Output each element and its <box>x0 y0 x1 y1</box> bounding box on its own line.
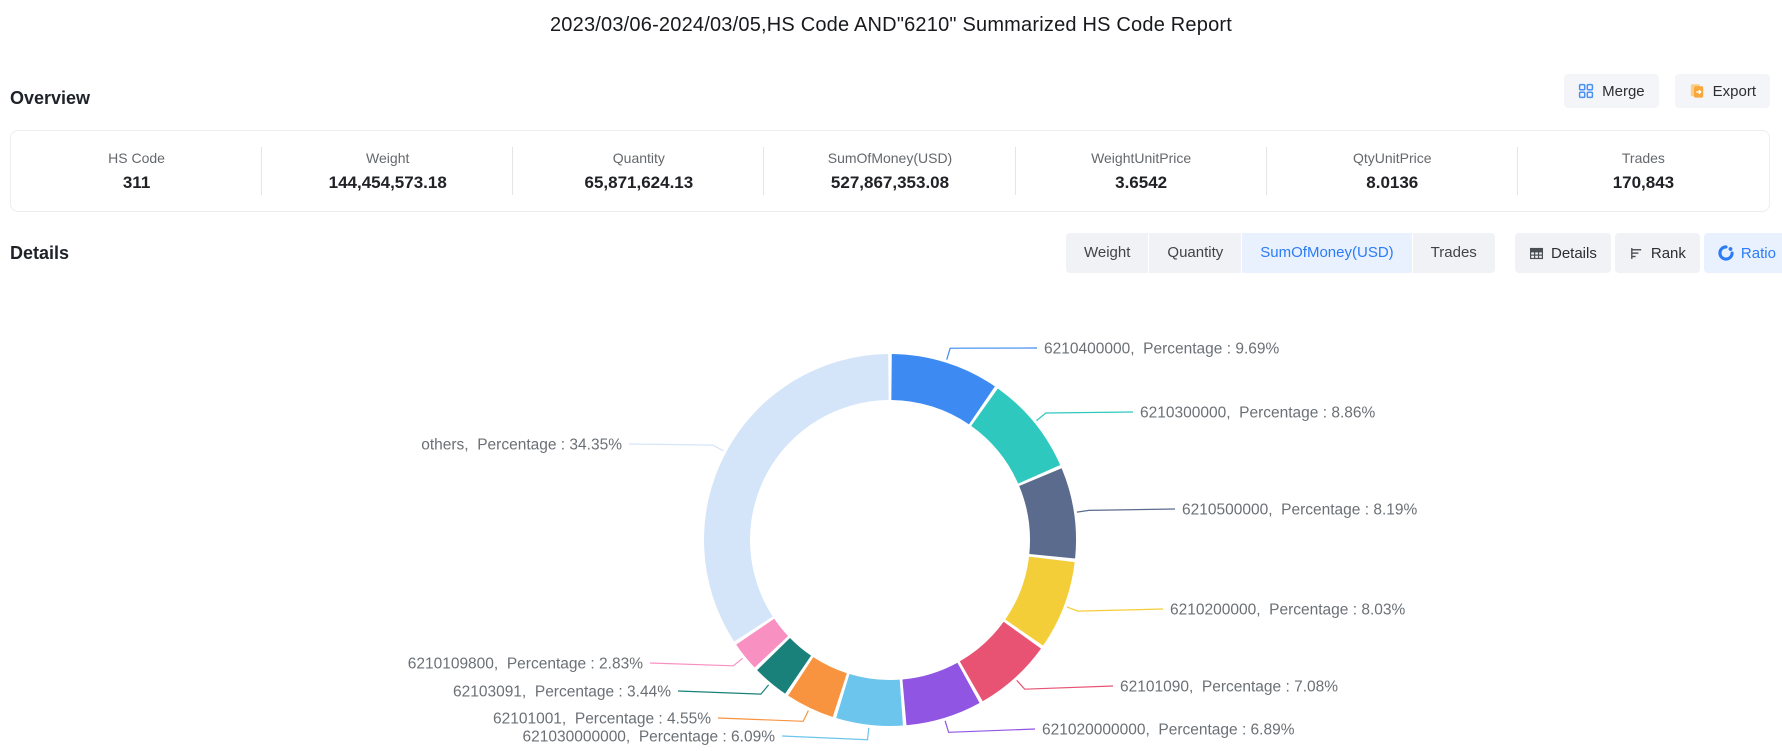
tab-quantity[interactable]: Quantity <box>1149 233 1242 273</box>
overview-heading: Overview <box>10 88 91 108</box>
pie-slice-6210109800[interactable] <box>736 618 789 668</box>
stat-label: Weight <box>366 149 410 166</box>
stat-qtyunitprice: QtyUnitPrice 8.0136 <box>1267 131 1518 211</box>
stat-label: SumOfMoney(USD) <box>827 149 953 166</box>
label-leader-line <box>944 720 1036 733</box>
pie-slice-62103091[interactable] <box>757 637 812 694</box>
tab-rank[interactable]: Rank <box>1614 233 1700 273</box>
view-tab-group: Details Rank Ratio <box>1515 233 1782 273</box>
merge-button-label: Merge <box>1602 82 1645 100</box>
slice-label-6210200000: 6210200000, Percentage : 8.03% <box>1170 602 1405 619</box>
label-leader-line <box>946 347 1038 360</box>
tab-label: Rank <box>1650 244 1686 262</box>
merge-icon <box>1578 83 1594 99</box>
pie-slice-621020000000[interactable] <box>902 662 980 726</box>
pie-slice-62101001[interactable] <box>788 657 847 717</box>
pie-slice-others[interactable] <box>704 354 889 642</box>
stat-weight: Weight 144,454,573.18 <box>262 131 514 211</box>
export-button[interactable]: Export <box>1674 74 1770 108</box>
tab-label: Details <box>1551 244 1597 262</box>
stat-value: 144,454,573.18 <box>328 172 447 192</box>
slice-label-6210300000: 6210300000, Percentage : 8.86% <box>1140 405 1375 422</box>
slice-label-62101001: 62101001, Percentage : 4.55% <box>493 711 711 728</box>
ratio-icon <box>1718 245 1734 261</box>
stat-divider <box>763 147 765 195</box>
overview-stats-card: HS Code 311 Weight 144,454,573.18 Quantity 65… <box>10 130 1770 212</box>
details-heading: Details <box>10 243 70 263</box>
slice-label-621020000000: 621020000000, Percentage : 6.89% <box>1042 722 1295 739</box>
stat-weightunitprice: WeightUnitPrice 3.6542 <box>1016 131 1267 211</box>
tab-label: Ratio <box>1740 244 1776 262</box>
tab-ratio[interactable]: Ratio <box>1703 233 1782 273</box>
rank-icon <box>1629 246 1644 261</box>
label-leader-line <box>649 657 743 667</box>
stat-value: 311 <box>122 172 151 192</box>
stat-trades: Trades 170,843 <box>1518 131 1769 211</box>
slice-label-others: others, Percentage : 34.35% <box>421 437 622 454</box>
tab-weight[interactable]: Weight <box>1066 233 1149 273</box>
donut-chart-svg: 6210400000, Percentage : 9.69% 6210300000… <box>408 341 1418 746</box>
label-leader-line <box>1066 606 1164 612</box>
label-leader-line <box>717 710 809 722</box>
tab-details[interactable]: Details <box>1515 233 1611 273</box>
stat-quantity: Quantity 65,871,624.13 <box>513 131 765 211</box>
hs-code-ratio-donut-chart: 6210400000, Percentage : 9.69% 6210300000… <box>0 280 1782 751</box>
header-actions: Merge Export <box>1564 74 1770 108</box>
stat-divider <box>1265 147 1267 195</box>
tab-sumofmoney-usd[interactable]: SumOfMoney(USD) <box>1242 233 1412 273</box>
slice-label-621030000000: 621030000000, Percentage : 6.09% <box>522 729 775 746</box>
stat-hs-code: HS Code 311 <box>11 131 263 211</box>
label-leader-line <box>677 684 770 695</box>
stat-divider <box>1014 147 1016 195</box>
export-icon <box>1689 83 1705 99</box>
stat-value: 65,871,624.13 <box>584 172 694 192</box>
stat-label: Trades <box>1621 149 1665 166</box>
slice-label-6210109800: 6210109800, Percentage : 2.83% <box>408 656 643 673</box>
stat-label: QtyUnitPrice <box>1352 149 1432 166</box>
label-leader-line <box>1016 679 1114 690</box>
slice-label-62101090: 62101090, Percentage : 7.08% <box>1120 679 1338 696</box>
merge-button[interactable]: Merge <box>1564 74 1659 108</box>
stat-value: 170,843 <box>1612 172 1675 192</box>
label-leader-line <box>628 443 724 452</box>
table-icon <box>1529 246 1544 261</box>
slice-label-6210500000: 6210500000, Percentage : 8.19% <box>1182 502 1417 519</box>
pie-slice-6210200000[interactable] <box>1005 556 1075 646</box>
stat-sumofmoney-usd: SumOfMoney(USD) 527,867,353.08 <box>764 131 1016 211</box>
pie-slice-6210500000[interactable] <box>1019 468 1077 559</box>
pie-slice-62101090[interactable] <box>959 621 1042 702</box>
stat-divider <box>1516 147 1518 195</box>
tab-trades[interactable]: Trades <box>1412 233 1495 273</box>
label-leader-line <box>1036 411 1134 422</box>
label-leader-line <box>781 727 870 741</box>
export-button-label: Export <box>1712 82 1756 100</box>
stat-value: 8.0136 <box>1366 172 1419 192</box>
page-title: 2023/03/06-2024/03/05,HS Code AND"6210" … <box>549 14 1233 36</box>
pie-slice-6210400000[interactable] <box>891 354 995 425</box>
slice-label-6210400000: 6210400000, Percentage : 9.69% <box>1044 341 1279 358</box>
stat-divider <box>261 147 263 195</box>
stat-label: HS Code <box>108 149 165 166</box>
metric-tab-group: Weight Quantity SumOfMoney(USD) Trades <box>1066 233 1495 273</box>
stat-divider <box>512 147 514 195</box>
label-leader-line <box>1076 508 1176 513</box>
slice-label-62103091: 62103091, Percentage : 3.44% <box>453 684 671 701</box>
pie-slice-621030000000[interactable] <box>836 674 903 727</box>
stat-label: WeightUnitPrice <box>1091 149 1192 166</box>
pie-slice-6210300000[interactable] <box>971 388 1061 484</box>
stat-value: 3.6542 <box>1115 172 1168 192</box>
stat-value: 527,867,353.08 <box>830 172 950 192</box>
stat-label: Quantity <box>612 149 665 166</box>
